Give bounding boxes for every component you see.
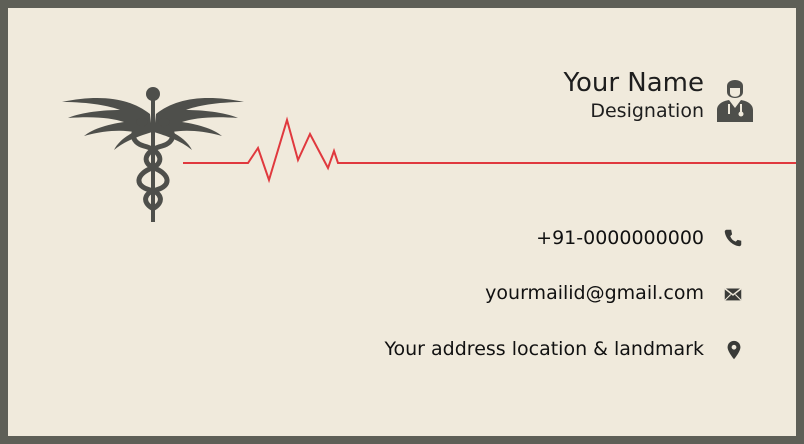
address: Your address location & landmark	[384, 338, 704, 360]
email-address[interactable]: yourmailid@gmail.com	[485, 282, 704, 304]
phone-number[interactable]: +91-0000000000	[536, 227, 704, 249]
business-card: Your Name Designation +91-0000000000 you…	[8, 8, 796, 436]
person-name: Your Name	[563, 68, 704, 98]
heartbeat-line	[183, 116, 796, 184]
doctor-icon	[717, 80, 753, 122]
envelope-icon	[724, 287, 742, 301]
phone-icon	[724, 229, 742, 247]
caduceus-icon	[62, 87, 244, 222]
designation: Designation	[590, 100, 704, 122]
map-pin-icon	[727, 340, 741, 360]
